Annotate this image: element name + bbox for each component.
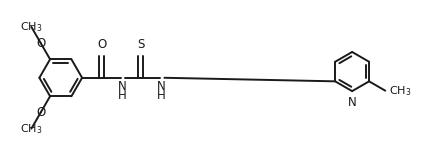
Text: H: H xyxy=(118,89,126,102)
Text: N: N xyxy=(348,97,357,109)
Text: S: S xyxy=(137,38,145,51)
Text: O: O xyxy=(36,106,45,119)
Text: CH$_3$: CH$_3$ xyxy=(389,84,411,98)
Text: O: O xyxy=(97,38,106,51)
Text: CH$_3$: CH$_3$ xyxy=(20,20,43,34)
Text: N: N xyxy=(118,79,126,93)
Text: CH$_3$: CH$_3$ xyxy=(20,122,43,136)
Text: O: O xyxy=(36,37,45,50)
Text: N: N xyxy=(157,79,166,93)
Text: H: H xyxy=(157,89,166,102)
